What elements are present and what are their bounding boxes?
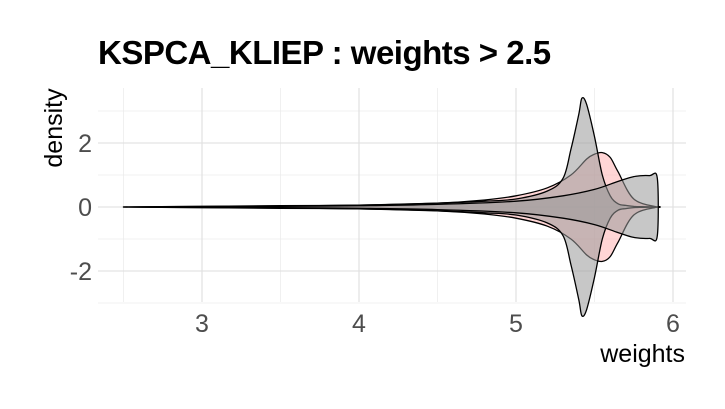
x-axis-title: weights (599, 340, 685, 368)
x-tick-labels: 3 4 5 6 (195, 310, 680, 338)
violin-3 (122, 172, 659, 242)
x-tick-label: 6 (666, 310, 680, 338)
x-tick-label: 4 (352, 310, 366, 338)
x-tick-label: 5 (509, 310, 523, 338)
violins (122, 96, 661, 318)
y-tick-label: 2 (78, 130, 92, 158)
x-tick-label: 3 (195, 310, 209, 338)
y-tick-label: 0 (78, 194, 92, 222)
y-axis-title: density (40, 88, 68, 168)
y-tick-label: -2 (70, 258, 92, 286)
chart-title: KSPCA_KLIEP : weights > 2.5 (98, 34, 551, 71)
y-tick-labels: -2 0 2 (70, 130, 92, 286)
